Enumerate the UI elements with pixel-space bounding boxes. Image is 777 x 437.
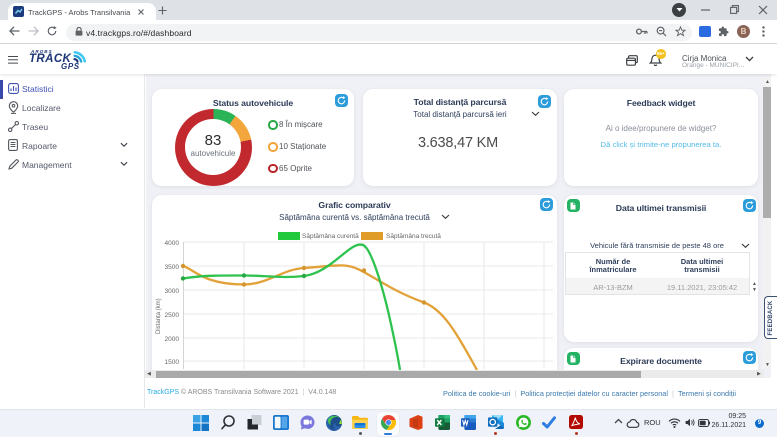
svg-text:2000: 2000 (165, 336, 180, 343)
svg-text:2500: 2500 (165, 312, 180, 319)
svg-text:1500: 1500 (165, 359, 180, 366)
svg-text:Distanța (km): Distanța (km) (156, 298, 162, 334)
svg-text:4000: 4000 (165, 240, 180, 247)
svg-text:3000: 3000 (165, 288, 180, 295)
svg-text:3500: 3500 (165, 264, 180, 271)
